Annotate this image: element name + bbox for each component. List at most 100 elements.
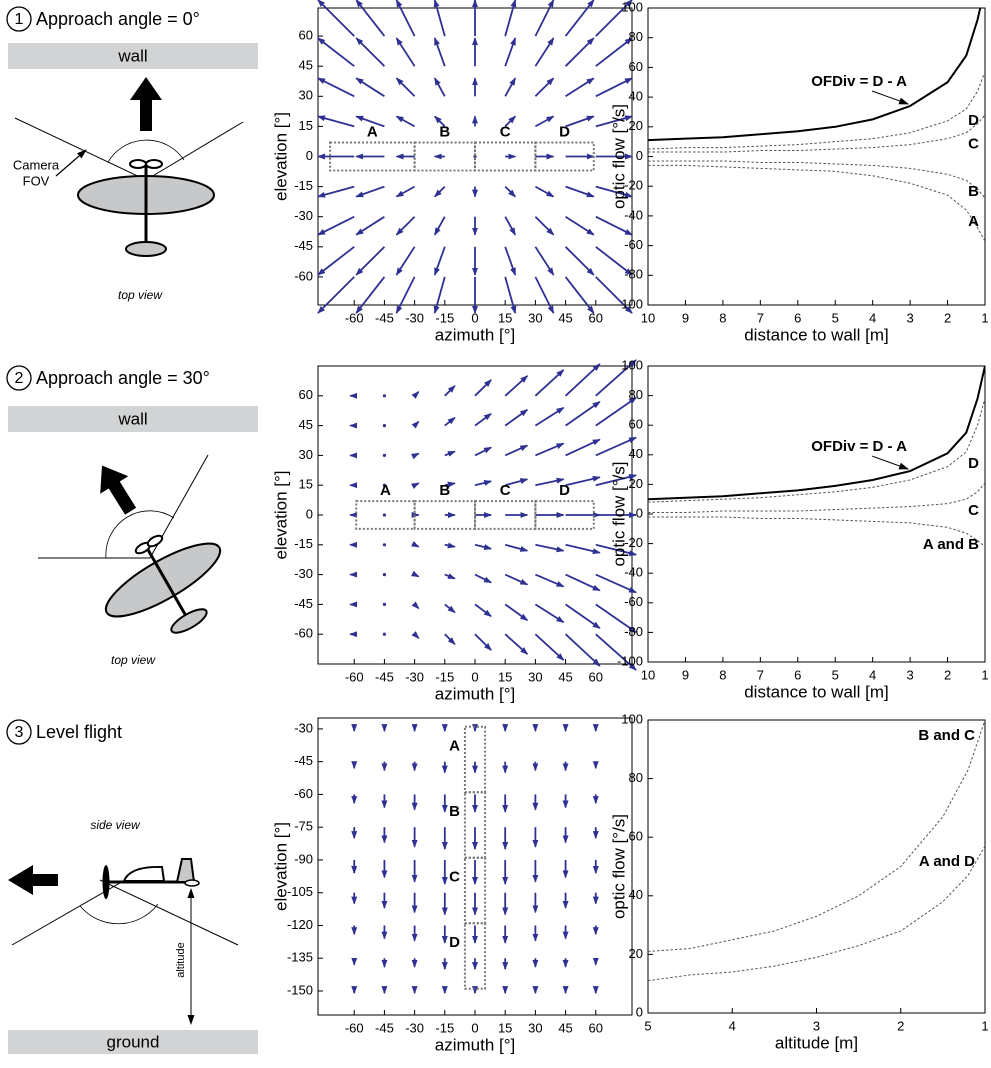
flow-vector [566, 440, 600, 456]
x-tick-label: 5 [832, 310, 839, 325]
series-line [648, 115, 985, 152]
x-axis-title: azimuth [°] [435, 684, 516, 703]
flow-vector [435, 78, 445, 96]
direction-arrow [8, 865, 33, 895]
y-tick-label: 15 [299, 477, 313, 492]
chart: 54321020406080100altitude [m]optic flow … [609, 711, 988, 1052]
y-tick-label: -30 [294, 566, 313, 581]
view-label: top view [111, 653, 156, 667]
y-tick-label: 0 [306, 506, 313, 521]
plot-frame [648, 366, 985, 662]
x-tick-label: 10 [641, 667, 655, 682]
region-label: D [449, 934, 460, 951]
x-tick-label: 45 [558, 1020, 572, 1035]
region-label: A [449, 738, 460, 755]
x-tick-label: 15 [498, 669, 512, 684]
y-tick-label: -135 [287, 950, 313, 965]
flow-vector [505, 217, 515, 235]
flow-vector [535, 277, 553, 313]
flow-vector [383, 543, 386, 546]
region-label: A [367, 123, 378, 140]
diagram-number: 1 [15, 11, 24, 28]
region-label: C [449, 869, 460, 886]
diagram-number: 3 [15, 724, 24, 741]
flow-vector [397, 116, 415, 126]
x-tick-label: -60 [345, 1020, 364, 1035]
y-tick-label: -60 [624, 594, 643, 609]
flow-vector [397, 277, 415, 313]
flow-vector [356, 277, 384, 313]
x-tick-label: -15 [435, 669, 454, 684]
series-line [648, 161, 985, 198]
view-label: top view [118, 288, 163, 302]
tail-fin [177, 859, 194, 882]
x-axis-title: altitude [m] [775, 1033, 858, 1052]
flow-vector [397, 217, 415, 235]
y-tick-label: 80 [629, 770, 643, 785]
flow-vector [566, 364, 600, 396]
flow-vector [566, 217, 594, 235]
x-tick-label: -45 [375, 310, 394, 325]
y-tick-label: 60 [299, 387, 313, 402]
surface-label: wall [117, 46, 147, 65]
flow-vector [356, 217, 384, 235]
flow-vector [535, 443, 563, 455]
x-tick-label: 10 [641, 310, 655, 325]
diagram-title: Level flight [36, 722, 122, 742]
series-label: D [968, 455, 979, 472]
x-tick-label: 4 [869, 667, 876, 682]
y-tick-label: -75 [294, 819, 313, 834]
flow-vector [383, 454, 386, 457]
x-axis-title: distance to wall [m] [744, 325, 889, 344]
tail [126, 242, 166, 256]
region-label: D [559, 482, 570, 499]
y-tick-label: 0 [636, 1004, 643, 1019]
propeller [146, 160, 162, 168]
flow-vector [596, 78, 632, 96]
x-tick-label: 3 [813, 1018, 820, 1033]
x-tick-label: 2 [897, 1018, 904, 1033]
fov-arc [108, 140, 184, 162]
y-tick-label: 60 [299, 28, 313, 43]
flow-vector [435, 277, 445, 313]
figure: 1 Approach angle = 0° wall Camera FOV to… [0, 0, 991, 1068]
region-label: B [449, 803, 460, 820]
flow-vector [445, 545, 455, 547]
flow-vector [318, 187, 354, 197]
y-tick-label: 45 [299, 58, 313, 73]
flow-vector [318, 277, 354, 313]
flow-vector [535, 38, 553, 66]
region-label: A [380, 482, 391, 499]
flow-vector [435, 0, 445, 36]
x-tick-label: 4 [869, 310, 876, 325]
region-label: D [559, 123, 570, 140]
flow-vector [475, 545, 491, 549]
flow-vector [505, 634, 527, 654]
y-tick-label: -60 [294, 268, 313, 283]
region-label: B [439, 123, 450, 140]
propeller [146, 534, 164, 549]
propeller [103, 865, 110, 899]
flow-vector [383, 424, 386, 427]
camera-label: Camera [13, 157, 60, 172]
x-tick-label: 8 [719, 310, 726, 325]
flow-vector [356, 38, 384, 66]
y-tick-label: 80 [629, 29, 643, 44]
y-tick-label: -15 [294, 536, 313, 551]
flow-vector [318, 38, 354, 66]
plot-frame [648, 8, 985, 305]
x-tick-label: 60 [589, 310, 603, 325]
y-tick-label: 80 [629, 387, 643, 402]
flow-vector [356, 0, 384, 36]
flow-vector [535, 78, 553, 96]
flow-vector [415, 545, 419, 547]
flow-vector [505, 445, 527, 455]
series-annotation: OFDiv = D - A [811, 438, 907, 455]
flow-vector [415, 575, 419, 577]
y-tick-label: -120 [287, 917, 313, 932]
x-tick-label: -45 [375, 669, 394, 684]
x-tick-label: 45 [558, 310, 572, 325]
x-tick-label: 4 [729, 1018, 736, 1033]
y-tick-label: -105 [287, 884, 313, 899]
altitude-label: altitude [175, 942, 187, 977]
